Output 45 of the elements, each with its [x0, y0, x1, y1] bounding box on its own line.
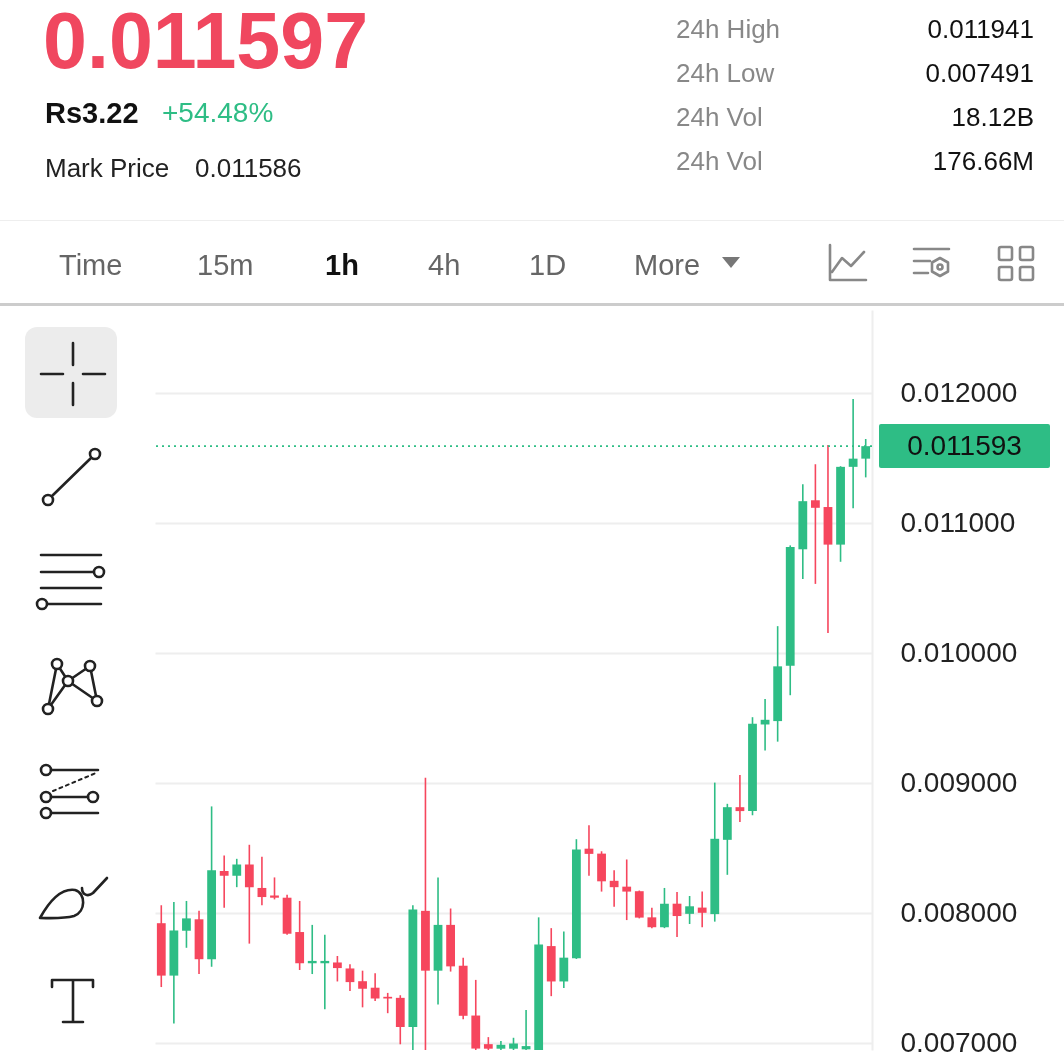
candlestick: [358, 969, 367, 1009]
y-tick-label: 0.012000: [900, 376, 1018, 408]
candlestick: [810, 463, 820, 585]
text: 15m: [197, 248, 254, 281]
candlestick: [735, 774, 745, 823]
y-tick-label: 0.010000: [900, 636, 1018, 668]
text: More: [634, 248, 701, 281]
y-tick-label: 0.009000: [900, 766, 1018, 798]
text: 18.12B: [951, 102, 1034, 132]
candlestick: [622, 858, 632, 921]
candlestick: [182, 900, 191, 949]
candlestick: [660, 887, 669, 929]
text: Time: [59, 248, 123, 281]
candlestick: [270, 876, 279, 901]
candlestick: [559, 930, 569, 989]
text: 24h Vol: [676, 146, 763, 176]
candlestick: [332, 955, 342, 983]
text: 1D: [529, 248, 567, 281]
text: 24h Low: [676, 58, 775, 88]
candlestick: [647, 907, 657, 929]
chart-title: 0.011597: [43, 0, 369, 85]
text: Rs3.22: [45, 96, 139, 129]
text: +54.48%: [162, 97, 274, 128]
candlestick: [345, 963, 355, 992]
candlestick: [219, 854, 229, 909]
text: 24h High: [676, 14, 781, 44]
text: Mark Price: [45, 153, 170, 183]
text: 0.011941: [927, 14, 1034, 44]
y-tick-label: 0.007000: [900, 1027, 1018, 1058]
ref-line-label: 0.011593: [879, 424, 1050, 469]
y-tick-label: 0.011000: [900, 506, 1016, 538]
text: 0.011586: [195, 153, 302, 183]
text: 24h Vol: [676, 102, 763, 132]
candlestick: [244, 843, 254, 945]
candlestick: [697, 890, 707, 929]
text: 176.66M: [932, 146, 1034, 176]
y-tick-label: 0.008000: [900, 896, 1018, 928]
candlestick: [609, 869, 619, 908]
candlestick: [685, 895, 695, 925]
candlestick: [257, 856, 267, 907]
text: 1h: [325, 248, 359, 281]
candlestick: [232, 858, 242, 888]
candlestick: [370, 972, 380, 1002]
text: 0.007491: [925, 58, 1034, 88]
text: 4h: [428, 248, 461, 281]
